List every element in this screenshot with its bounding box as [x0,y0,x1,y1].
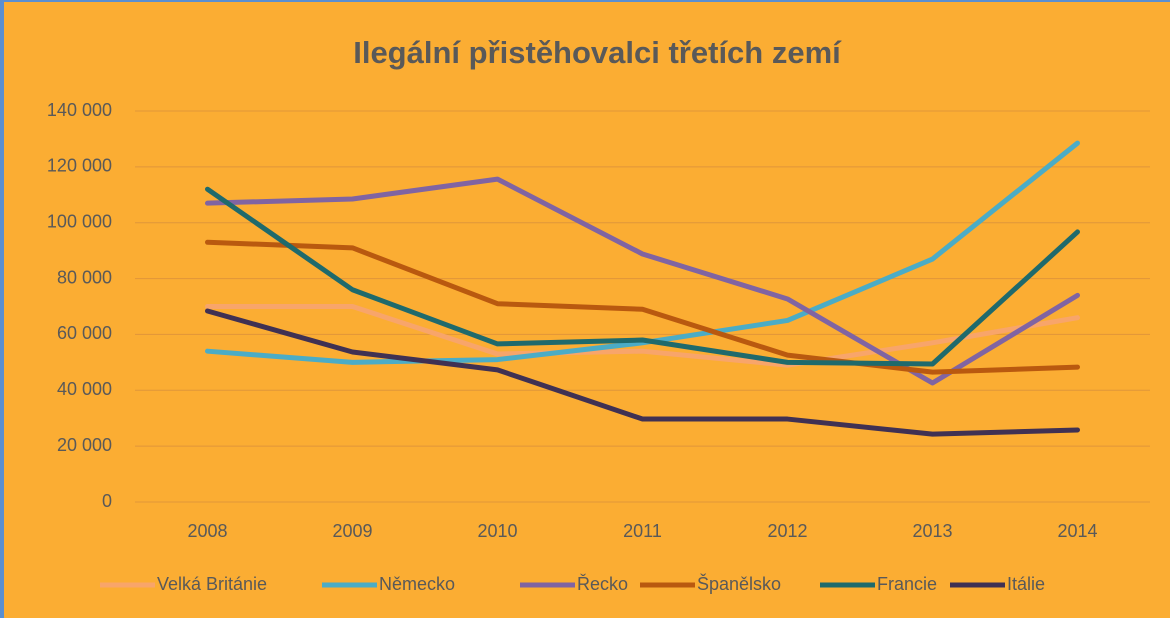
x-tick-label: 2012 [767,521,807,541]
x-tick-label: 2011 [623,521,662,541]
y-tick-label: 0 [102,491,112,511]
x-tick-label: 2013 [912,521,952,541]
series-line [205,176,1080,386]
series-line [205,304,1080,368]
y-tick-label: 120 000 [47,156,112,176]
y-tick-label: 80 000 [57,267,112,287]
x-tick-label: 2009 [332,521,372,541]
chart-title: Ilegální přistěhovalci třetích zemí [353,35,842,70]
y-tick-label: 100 000 [47,211,112,231]
legend-label: Velká Británie [157,574,267,594]
legend-label: Německo [379,574,455,594]
series-line [205,186,1080,367]
legend-label: Španělsko [697,573,781,594]
frame-edge [0,0,1170,2]
series-line [205,308,1080,437]
legend-label: Francie [877,574,937,594]
y-tick-label: 40 000 [57,379,112,399]
y-tick-label: 60 000 [57,323,112,343]
x-tick-label: 2010 [477,521,517,541]
frame-edge [0,0,4,618]
y-tick-label: 20 000 [57,435,112,455]
legend-label: Řecko [577,574,628,594]
y-tick-label: 140 000 [47,100,112,120]
legend-label: Itálie [1007,574,1045,594]
series-line [205,140,1080,365]
x-tick-label: 2014 [1057,521,1097,541]
x-tick-label: 2008 [187,521,227,541]
series-line [205,239,1080,375]
